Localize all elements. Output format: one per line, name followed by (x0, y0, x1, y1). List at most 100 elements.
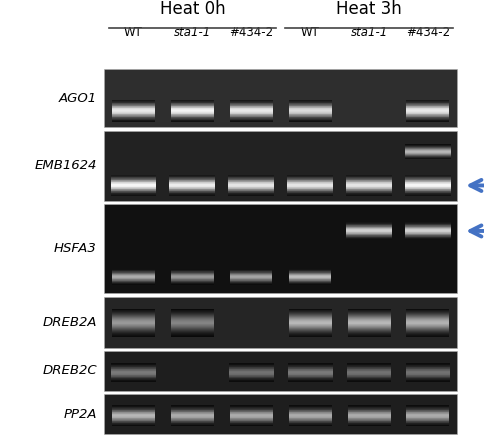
Bar (230, 108, 273, 109)
Bar (405, 157, 451, 158)
Bar (346, 192, 392, 193)
Bar (288, 327, 332, 328)
Bar (111, 363, 156, 364)
Bar (407, 313, 450, 314)
Bar (171, 422, 214, 423)
Bar (289, 281, 332, 282)
Bar (112, 117, 155, 118)
Bar (228, 190, 274, 191)
Bar (407, 333, 450, 334)
Bar (407, 405, 450, 406)
Bar (288, 376, 333, 377)
Bar (288, 109, 332, 110)
Bar (288, 313, 332, 314)
Bar (288, 329, 332, 330)
Bar (347, 380, 392, 381)
Bar (405, 225, 451, 226)
Bar (171, 112, 214, 113)
Bar (112, 104, 155, 105)
Bar (289, 282, 332, 283)
Bar (110, 184, 156, 185)
Bar (407, 118, 450, 119)
Bar (230, 103, 273, 104)
Bar (171, 409, 214, 410)
Bar (288, 407, 332, 408)
Bar (288, 365, 333, 366)
Bar (405, 181, 451, 182)
Bar (171, 109, 214, 110)
Bar (112, 308, 155, 310)
Bar (171, 278, 213, 279)
Bar (348, 420, 391, 421)
Bar (348, 333, 391, 334)
Bar (112, 413, 155, 414)
Bar (230, 269, 272, 270)
Bar (112, 108, 155, 109)
Bar (230, 422, 273, 423)
Bar (112, 281, 155, 282)
Bar (405, 147, 451, 148)
Text: AGO1: AGO1 (59, 92, 97, 105)
Bar (171, 423, 214, 424)
Bar (228, 175, 274, 176)
Bar (104, 69, 457, 127)
Bar (171, 333, 214, 334)
Bar (228, 180, 274, 181)
Bar (230, 270, 272, 271)
Bar (110, 194, 156, 195)
Bar (407, 419, 450, 420)
Bar (288, 314, 332, 315)
Bar (110, 182, 156, 183)
Bar (288, 121, 332, 122)
Bar (171, 115, 214, 116)
Bar (110, 192, 156, 193)
Bar (346, 191, 392, 192)
Bar (112, 284, 155, 285)
Bar (111, 370, 156, 371)
Bar (288, 322, 332, 323)
Bar (230, 100, 273, 101)
Bar (112, 110, 155, 111)
Bar (230, 272, 272, 273)
Bar (405, 146, 451, 147)
Bar (407, 324, 450, 325)
Bar (288, 334, 332, 335)
Bar (230, 121, 273, 122)
Bar (289, 280, 332, 281)
Bar (171, 308, 214, 310)
Bar (288, 106, 332, 107)
Bar (405, 153, 451, 154)
Bar (230, 406, 273, 407)
Bar (289, 272, 332, 273)
Bar (288, 372, 333, 373)
Bar (407, 110, 450, 111)
Bar (111, 378, 156, 379)
Bar (171, 406, 214, 407)
Bar (169, 174, 215, 175)
Bar (111, 369, 156, 370)
Bar (288, 415, 332, 416)
Bar (348, 419, 391, 420)
Text: DREB2A: DREB2A (42, 316, 97, 328)
Bar (405, 230, 451, 231)
Bar (229, 378, 273, 379)
Bar (407, 112, 450, 113)
Bar (228, 188, 274, 189)
Bar (348, 314, 391, 315)
Bar (110, 193, 156, 194)
Bar (406, 367, 450, 368)
Bar (287, 179, 333, 180)
Bar (407, 319, 450, 320)
Bar (289, 274, 332, 275)
Bar (288, 115, 332, 116)
Bar (171, 329, 214, 330)
Bar (171, 425, 214, 426)
Bar (112, 326, 155, 327)
Bar (287, 180, 333, 181)
Bar (288, 373, 333, 374)
Bar (112, 283, 155, 284)
Bar (405, 238, 451, 239)
Bar (405, 235, 451, 236)
Bar (169, 191, 215, 192)
Bar (171, 283, 213, 284)
